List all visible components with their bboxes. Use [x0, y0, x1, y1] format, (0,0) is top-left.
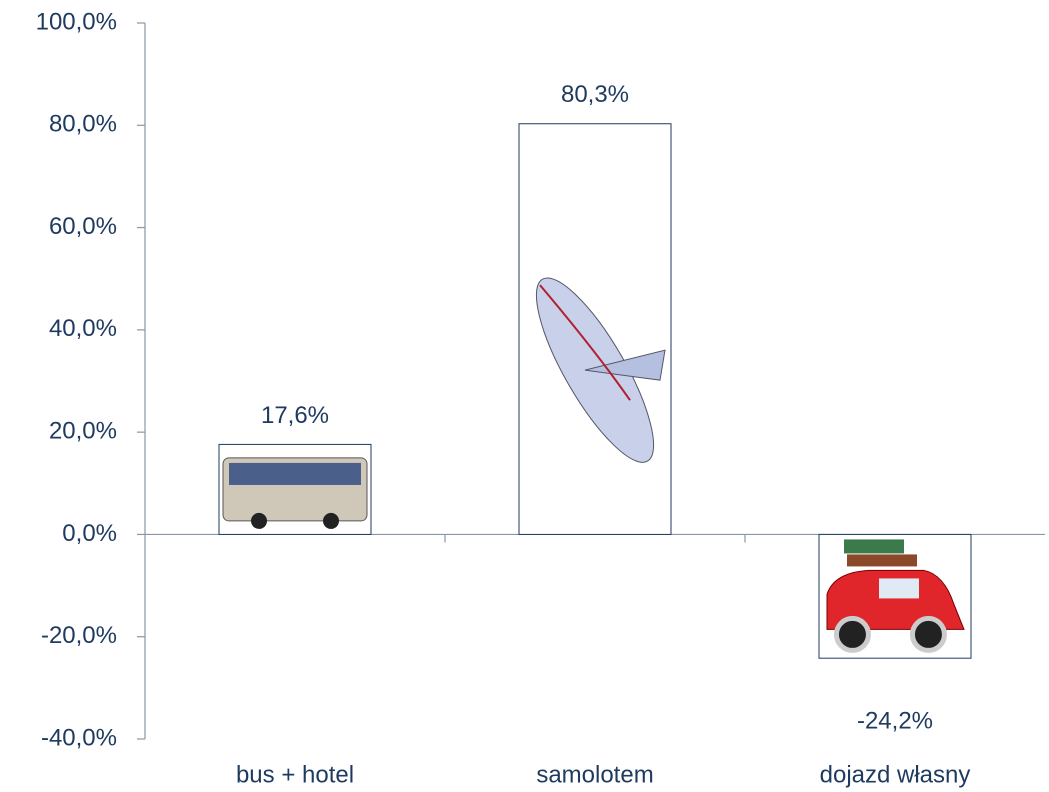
car-wheel: [912, 618, 944, 650]
y-tick-label: 40,0%: [49, 315, 117, 342]
value-label: 17,6%: [261, 402, 329, 429]
y-tick-label: -40,0%: [41, 724, 117, 751]
bar-icon: [223, 458, 367, 529]
car-luggage: [847, 554, 917, 566]
y-tick-label: -20,0%: [41, 622, 117, 649]
y-tick-label: 100,0%: [36, 8, 117, 35]
y-tick-label: 80,0%: [49, 111, 117, 138]
x-tick-label: samolotem: [536, 761, 653, 788]
chart: -40,0% -20,0% 0,0% 20,0% 40,0% 60,0% 80,0% 100,…: [0, 0, 1049, 792]
y-tick-label: 0,0%: [62, 520, 117, 547]
car-luggage: [844, 539, 904, 553]
y-tick-label: 20,0%: [49, 417, 117, 444]
car-window: [879, 578, 919, 598]
value-label: -24,2%: [857, 708, 933, 735]
bus-wheel: [323, 513, 339, 529]
bus-windows: [229, 463, 361, 485]
y-tick-label: 60,0%: [49, 213, 117, 240]
x-tick-label: dojazd własny: [820, 761, 971, 788]
bus-wheel: [251, 513, 267, 529]
value-label: 80,3%: [561, 81, 629, 108]
car-wheel: [836, 618, 868, 650]
x-tick-label: bus + hotel: [236, 761, 354, 788]
